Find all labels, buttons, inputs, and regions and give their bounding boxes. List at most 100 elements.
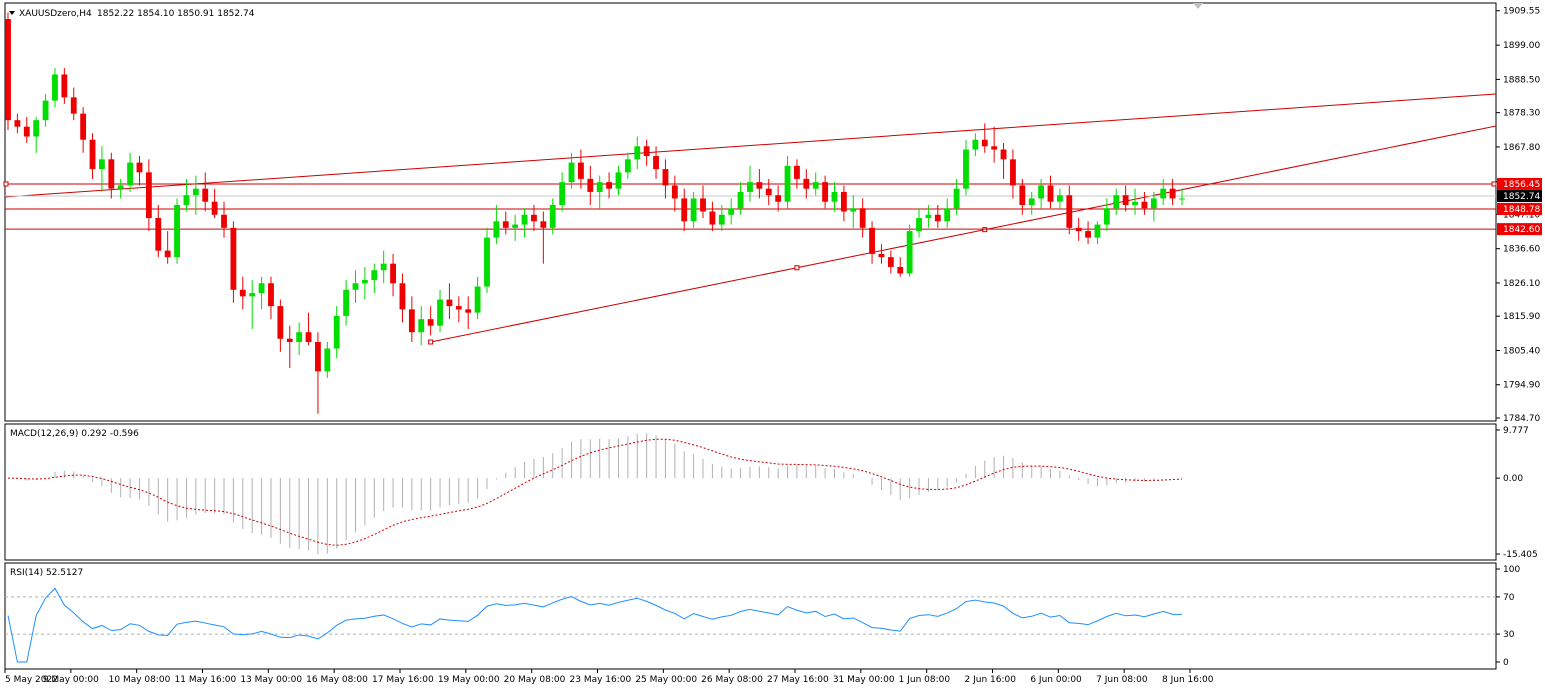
trendlines[interactable] — [4, 93, 1497, 345]
candle-body — [991, 146, 998, 150]
candle-body — [981, 139, 988, 147]
time-tick-label: 6 Jun 00:00 — [1030, 675, 1082, 685]
candle-body — [953, 188, 960, 209]
time-tick-label: 10 May 08:00 — [109, 675, 171, 685]
candle-body — [850, 208, 857, 212]
candle-body — [775, 195, 782, 202]
candle-body — [352, 283, 359, 290]
level-anchor-left — [3, 181, 9, 187]
trendline-anchor — [982, 227, 988, 233]
candle-body — [1010, 159, 1016, 186]
macd-label: MACD(12,26,9) 0.292 -0.596 — [10, 429, 139, 439]
level-price-label: 1842.60 — [1503, 225, 1540, 235]
candle-body — [887, 257, 894, 267]
chart-shift-icon[interactable] — [1193, 3, 1203, 9]
candle-body — [916, 218, 922, 232]
candles — [5, 12, 1185, 414]
candle-body — [202, 188, 209, 202]
candle-body — [1075, 227, 1082, 232]
candle-body — [812, 182, 819, 189]
candle-body — [671, 185, 678, 199]
rsi-line — [7, 587, 1182, 663]
candle-body — [277, 306, 284, 339]
candle-body — [728, 208, 735, 215]
candle-body — [1150, 198, 1157, 209]
candle-body — [99, 159, 105, 170]
symbol-dropdown-icon[interactable] — [9, 11, 15, 15]
candle-body — [756, 182, 763, 189]
candle-body — [437, 299, 443, 326]
lower-trendline — [430, 125, 1497, 343]
candle-body — [1103, 208, 1110, 225]
time-tick-label: 23 May 16:00 — [570, 675, 632, 685]
rsi-panel-frame — [4, 562, 1497, 670]
candle-body — [390, 263, 396, 284]
time-tick-label: 20 May 08:00 — [504, 675, 566, 685]
candle-body — [174, 204, 180, 258]
candle-body — [408, 309, 415, 333]
level-price-label: 1856.45 — [1503, 180, 1540, 190]
candle-body — [934, 214, 941, 222]
candle-body — [33, 120, 40, 137]
candle-body — [484, 237, 490, 287]
candle-body — [737, 191, 744, 209]
candle-body — [239, 289, 246, 297]
candle-body — [972, 139, 979, 150]
macd-panel-frame — [4, 423, 1497, 561]
rsi-tick-label: 70 — [1503, 593, 1515, 603]
level-price-label-bg — [1497, 223, 1542, 236]
candle-body — [221, 214, 227, 228]
candle-body — [465, 309, 472, 313]
candle-body — [324, 348, 331, 372]
candle-body — [840, 191, 847, 212]
candle-body — [568, 162, 575, 183]
candle-body — [1132, 201, 1138, 205]
macd-tick-label: 9.777 — [1503, 426, 1529, 436]
candle-body — [42, 100, 49, 121]
candle-body — [296, 332, 303, 342]
candle-body — [718, 214, 725, 225]
chart-ohlc: 1852.22 1854.10 1850.91 1852.74 — [97, 9, 255, 19]
rsi-tick-label: 0 — [1503, 658, 1509, 668]
candle-body — [700, 198, 706, 212]
candle-body — [681, 198, 688, 222]
candle-body — [155, 218, 162, 251]
candle-body — [61, 74, 68, 98]
candle-body — [1019, 185, 1026, 205]
candle-body — [418, 319, 425, 333]
candle-body — [380, 263, 387, 271]
candle-body — [559, 182, 566, 205]
candle-body — [606, 182, 612, 189]
candle-body — [1094, 224, 1101, 238]
candle-body — [230, 227, 237, 290]
level-price-label: 1848.78 — [1503, 205, 1540, 215]
candle-body — [211, 201, 218, 215]
candle-body — [765, 188, 772, 196]
candle-body — [906, 231, 913, 274]
candle-body — [1141, 201, 1148, 209]
candle-body — [183, 195, 190, 205]
macd-tick-label: -15.405 — [1503, 550, 1538, 560]
candle-body — [117, 185, 124, 189]
candle-body — [1085, 231, 1091, 238]
candle-body — [14, 120, 21, 127]
candle-body — [361, 280, 368, 284]
time-tick-label: 16 May 08:00 — [306, 675, 368, 685]
candle-body — [662, 169, 669, 186]
time-tick-label: 11 May 16:00 — [175, 675, 237, 685]
candle-body — [108, 159, 115, 189]
candle-body — [587, 178, 594, 192]
candle-body — [540, 221, 547, 228]
time-tick-label: 9 May 00:00 — [43, 675, 99, 685]
candle-body — [136, 162, 143, 173]
price-tick-label: 1899.00 — [1503, 41, 1540, 51]
candle-body — [803, 178, 810, 189]
candle-body — [794, 165, 800, 179]
candle-body — [944, 208, 951, 222]
candle-body — [897, 266, 904, 274]
candle-body — [399, 283, 406, 310]
price-tick-label: 1878.30 — [1503, 109, 1540, 119]
price-tick-label: 1888.50 — [1503, 75, 1540, 85]
